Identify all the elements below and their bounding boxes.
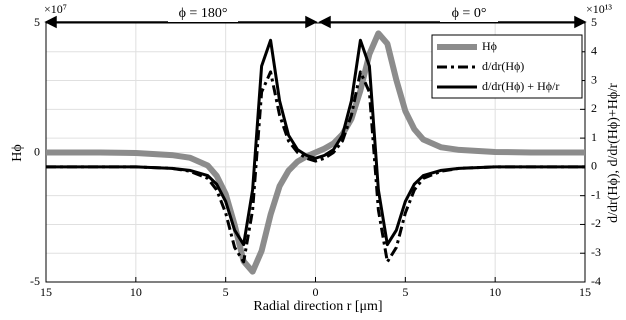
y-tick-label: 0 <box>34 144 40 158</box>
y2-tick-label: -2 <box>591 216 601 230</box>
x-tick-label: 0 <box>313 285 319 299</box>
y2-axis-label: d/dr(Hϕ), d/dr(Hϕ)+Hϕ/r <box>606 83 621 223</box>
y-axis-label: Hϕ <box>10 144 25 161</box>
x-tick-label: 15 <box>579 285 591 299</box>
y2-tick-label: 5 <box>591 15 597 29</box>
legend-label: d/dr(Hϕ) <box>482 59 524 73</box>
y2-tick-label: 1 <box>591 130 597 144</box>
y-tick-label: -5 <box>30 274 40 288</box>
series-line <box>46 30 585 275</box>
legend: Hϕ d/dr(Hϕ) d/dr(Hϕ) + Hϕ/r <box>431 34 583 99</box>
x-tick-label: 10 <box>489 285 501 299</box>
annotation: ϕ = 180° <box>179 6 228 21</box>
annotation-bg <box>440 6 498 22</box>
x-axis-label: Radial direction r [μm] <box>253 299 382 314</box>
legend-label: Hϕ <box>482 39 497 53</box>
y2-tick-label: -1 <box>591 187 601 201</box>
x-tick-label: 5 <box>402 285 408 299</box>
y2-tick-label: 3 <box>591 72 597 86</box>
series-line <box>46 38 585 247</box>
x-tick-label: 15 <box>40 285 52 299</box>
y2-multiplier: ×10¹³ <box>586 2 612 16</box>
legend-label: d/dr(Hϕ) + Hϕ/r <box>482 79 559 93</box>
y2-tick-label: 2 <box>591 101 597 115</box>
y-multiplier: ×10⁷ <box>44 2 67 16</box>
x-tick-label: 5 <box>223 285 229 299</box>
y2-tick-label: -3 <box>591 245 601 259</box>
y-tick-label: 5 <box>34 15 40 29</box>
y2-tick-label: -4 <box>591 274 601 288</box>
x-tick-label: 10 <box>130 285 142 299</box>
y2-tick-label: 4 <box>591 44 597 58</box>
y2-tick-label: 0 <box>591 159 597 173</box>
series-line <box>46 70 585 264</box>
annotation-bg <box>168 6 238 22</box>
annotation: ϕ = 0° <box>452 6 487 21</box>
